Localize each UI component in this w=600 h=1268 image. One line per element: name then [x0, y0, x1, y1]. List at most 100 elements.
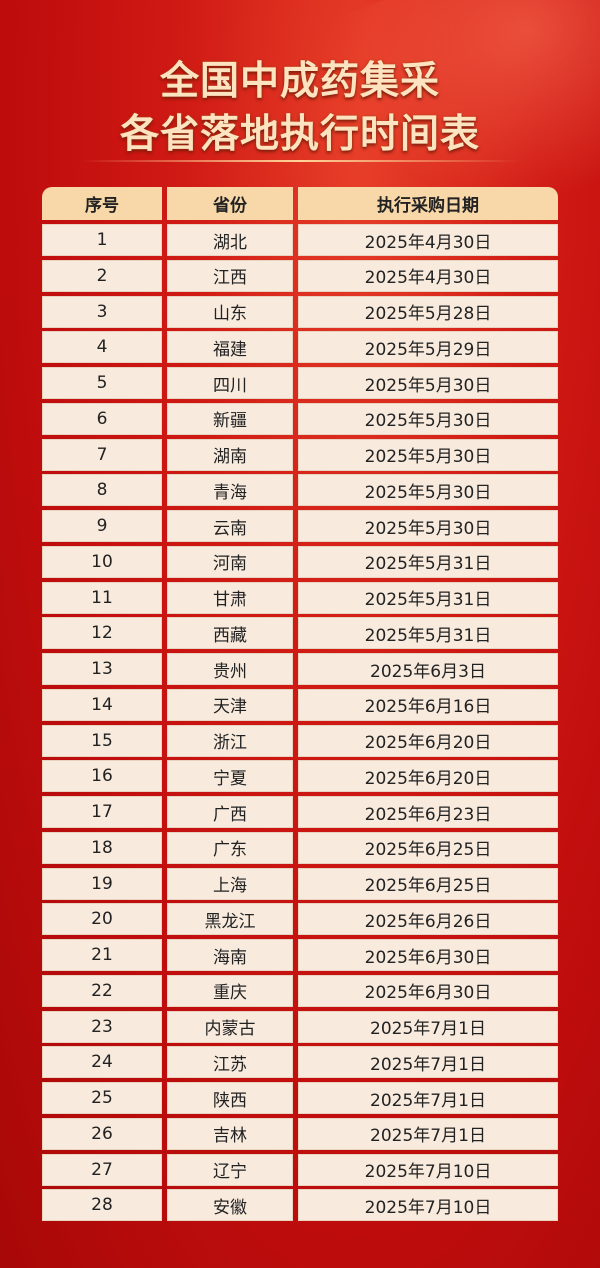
table-row: 4 福建 2025年5月29日 — [42, 331, 558, 364]
cell-date: 2025年5月29日 — [298, 331, 558, 364]
cell-date: 2025年5月30日 — [298, 474, 558, 507]
cell-date: 2025年6月3日 — [298, 653, 558, 685]
cell-date: 2025年5月30日 — [298, 402, 558, 435]
cell-index: 6 — [42, 402, 162, 435]
cell-index: 11 — [42, 581, 162, 614]
table-row: 7 湖南 2025年5月30日 — [42, 438, 558, 471]
cell-province: 甘肃 — [167, 581, 293, 614]
cell-province: 湖南 — [167, 438, 293, 471]
table-row: 8 青海 2025年5月30日 — [42, 474, 558, 507]
schedule-table: 序号 省份 执行采购日期 1 湖北 2025年4月30日 2 江西 2025年4月30日 3… — [42, 187, 558, 1225]
cell-province: 四川 — [167, 367, 293, 399]
table-row: 26 吉林 2025年7月1日 — [42, 1117, 558, 1150]
cell-date: 2025年6月20日 — [298, 760, 558, 793]
table-row: 23 内蒙古 2025年7月1日 — [42, 1010, 558, 1043]
cell-index: 23 — [42, 1010, 162, 1043]
cell-index: 18 — [42, 831, 162, 864]
cell-province: 天津 — [167, 688, 293, 721]
header-province: 省份 — [167, 187, 293, 220]
table-row: 15 浙江 2025年6月20日 — [42, 724, 558, 757]
cell-date: 2025年7月1日 — [298, 1046, 558, 1079]
cell-index: 5 — [42, 367, 162, 399]
cell-date: 2025年5月30日 — [298, 367, 558, 399]
table-row: 9 云南 2025年5月30日 — [42, 510, 558, 542]
cell-date: 2025年5月30日 — [298, 438, 558, 471]
cell-province: 广西 — [167, 796, 293, 828]
cell-date: 2025年6月20日 — [298, 724, 558, 757]
cell-index: 15 — [42, 724, 162, 757]
cell-date: 2025年4月30日 — [298, 224, 558, 256]
cell-province: 海南 — [167, 939, 293, 971]
table-row: 24 江苏 2025年7月1日 — [42, 1046, 558, 1079]
cell-date: 2025年7月10日 — [298, 1153, 558, 1186]
cell-province: 湖北 — [167, 224, 293, 256]
cell-province: 黑龙江 — [167, 903, 293, 936]
table-row: 27 辽宁 2025年7月10日 — [42, 1153, 558, 1186]
cell-index: 20 — [42, 903, 162, 936]
cell-date: 2025年5月31日 — [298, 545, 558, 578]
cell-province: 上海 — [167, 867, 293, 900]
table-row: 11 甘肃 2025年5月31日 — [42, 581, 558, 614]
cell-index: 2 — [42, 259, 162, 292]
table-row: 19 上海 2025年6月25日 — [42, 867, 558, 900]
page-title-line2: 各省落地执行时间表 — [119, 112, 480, 157]
table-row: 12 西藏 2025年5月31日 — [42, 617, 558, 650]
cell-province: 河南 — [167, 545, 293, 578]
cell-date: 2025年7月1日 — [298, 1082, 558, 1114]
table-row: 3 山东 2025年5月28日 — [42, 295, 558, 328]
cell-index: 22 — [42, 974, 162, 1007]
cell-index: 16 — [42, 760, 162, 793]
cell-province: 内蒙古 — [167, 1010, 293, 1043]
cell-index: 4 — [42, 331, 162, 364]
table-row: 25 陕西 2025年7月1日 — [42, 1082, 558, 1114]
cell-index: 9 — [42, 510, 162, 542]
cell-date: 2025年7月10日 — [298, 1189, 558, 1222]
table-row: 6 新疆 2025年5月30日 — [42, 402, 558, 435]
cell-province: 江苏 — [167, 1046, 293, 1079]
cell-date: 2025年6月30日 — [298, 974, 558, 1007]
cell-date: 2025年6月23日 — [298, 796, 558, 828]
cell-date: 2025年5月31日 — [298, 581, 558, 614]
cell-index: 7 — [42, 438, 162, 471]
cell-index: 3 — [42, 295, 162, 328]
cell-date: 2025年5月31日 — [298, 617, 558, 650]
cell-index: 13 — [42, 653, 162, 685]
table-row: 20 黑龙江 2025年6月26日 — [42, 903, 558, 936]
cell-province: 浙江 — [167, 724, 293, 757]
cell-date: 2025年4月30日 — [298, 259, 558, 292]
cell-date: 2025年7月1日 — [298, 1117, 558, 1150]
table-row: 2 江西 2025年4月30日 — [42, 259, 558, 292]
cell-province: 重庆 — [167, 974, 293, 1007]
cell-date: 2025年6月30日 — [298, 939, 558, 971]
table-row: 10 河南 2025年5月31日 — [42, 545, 558, 578]
cell-date: 2025年6月16日 — [298, 688, 558, 721]
cell-province: 云南 — [167, 510, 293, 542]
cell-province: 新疆 — [167, 402, 293, 435]
cell-index: 19 — [42, 867, 162, 900]
cell-date: 2025年6月25日 — [298, 867, 558, 900]
table-row: 22 重庆 2025年6月30日 — [42, 974, 558, 1007]
cell-province: 安徽 — [167, 1189, 293, 1222]
cell-index: 26 — [42, 1117, 162, 1150]
cell-province: 青海 — [167, 474, 293, 507]
cell-province: 吉林 — [167, 1117, 293, 1150]
cell-province: 宁夏 — [167, 760, 293, 793]
header-date: 执行采购日期 — [298, 187, 558, 220]
cell-index: 21 — [42, 939, 162, 971]
table-row: 1 湖北 2025年4月30日 — [42, 224, 558, 256]
cell-province: 西藏 — [167, 617, 293, 650]
table-header-row: 序号 省份 执行采购日期 — [42, 187, 558, 220]
cell-date: 2025年5月28日 — [298, 295, 558, 328]
table-row: 21 海南 2025年6月30日 — [42, 939, 558, 971]
cell-province: 江西 — [167, 259, 293, 292]
cell-index: 14 — [42, 688, 162, 721]
table-row: 18 广东 2025年6月25日 — [42, 831, 558, 864]
table-row: 13 贵州 2025年6月3日 — [42, 653, 558, 685]
table-row: 5 四川 2025年5月30日 — [42, 367, 558, 399]
cell-date: 2025年7月1日 — [298, 1010, 558, 1043]
cell-province: 陕西 — [167, 1082, 293, 1114]
header-index: 序号 — [42, 187, 162, 220]
cell-index: 10 — [42, 545, 162, 578]
table-row: 17 广西 2025年6月23日 — [42, 796, 558, 828]
table-row: 14 天津 2025年6月16日 — [42, 688, 558, 721]
